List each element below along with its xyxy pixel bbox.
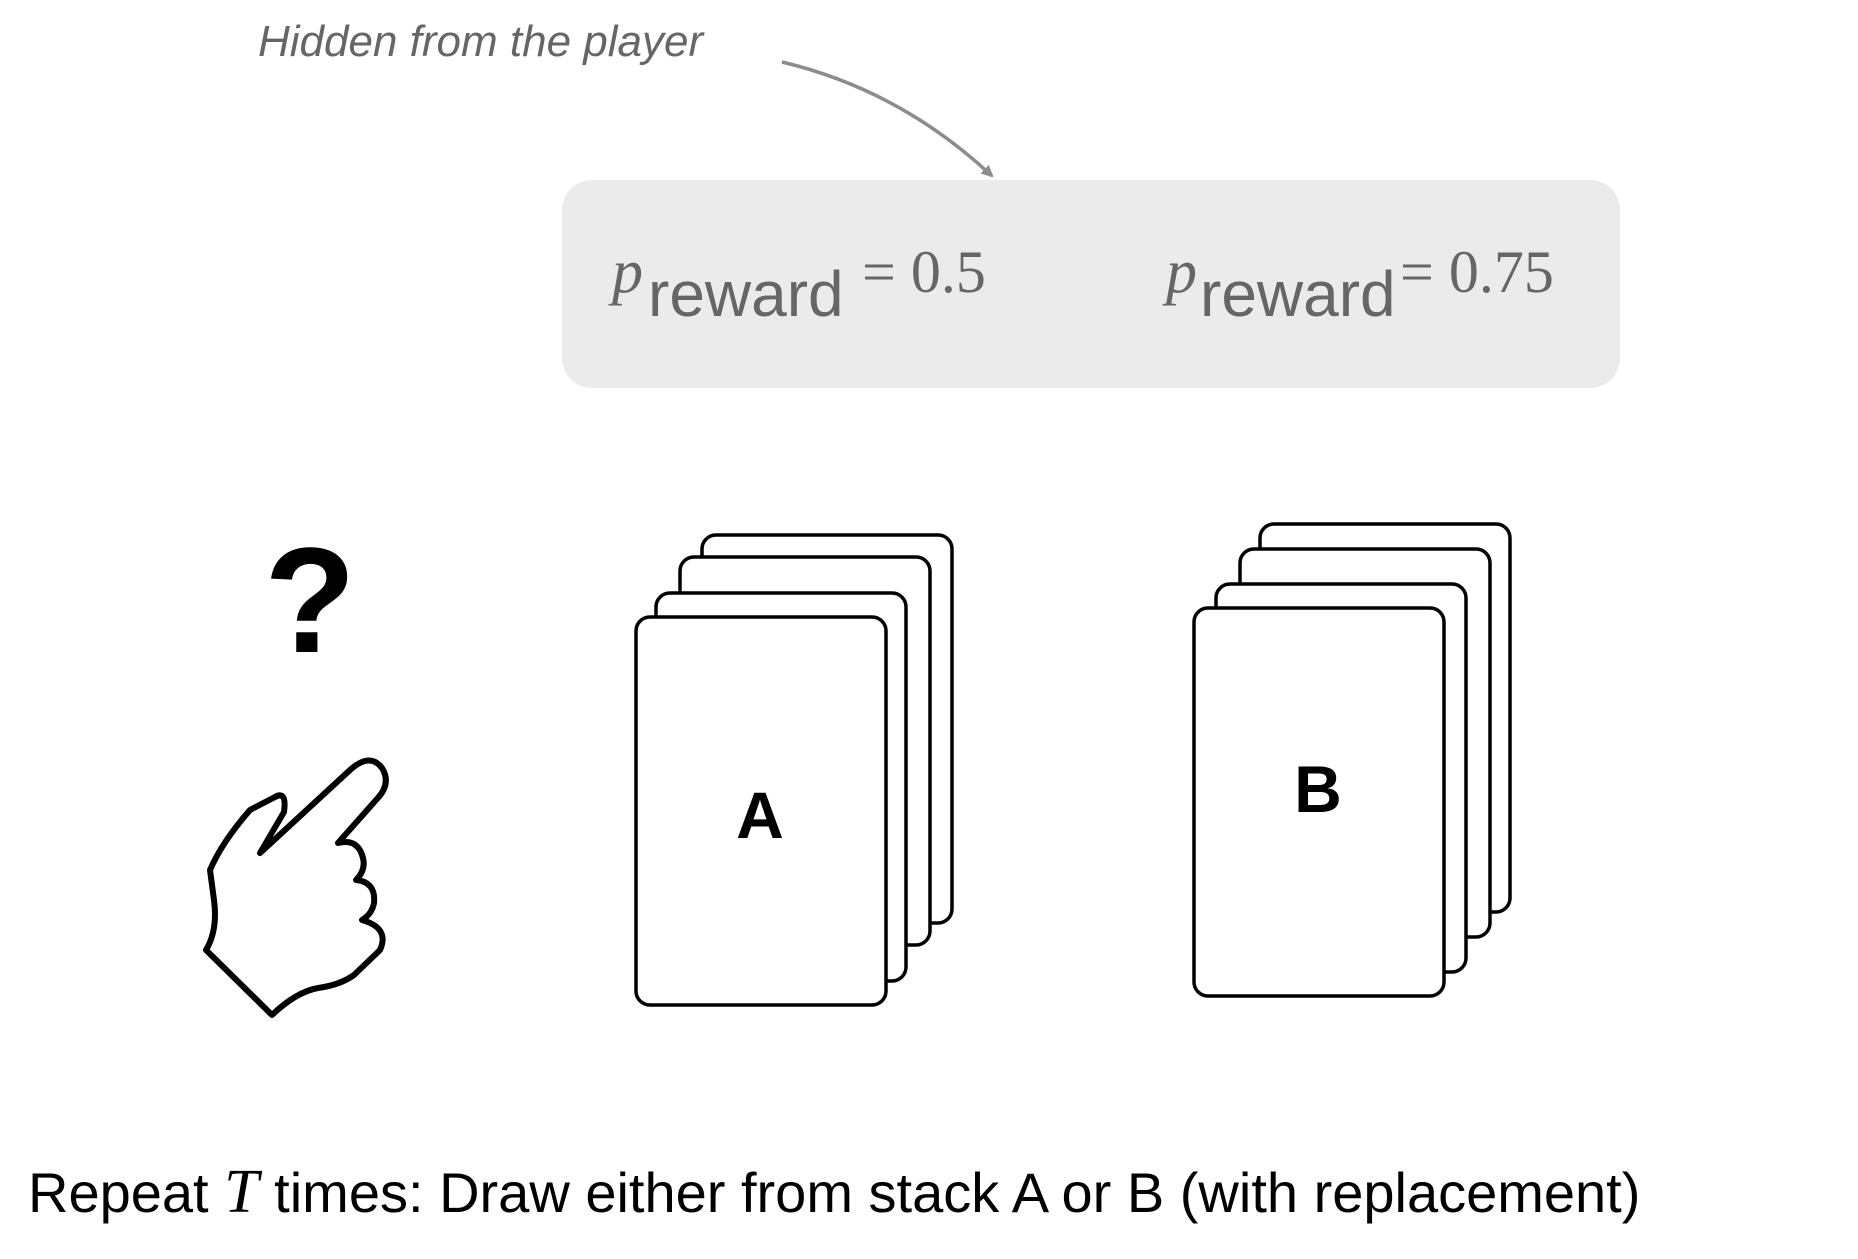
stack-b-card-1 [1192,606,1446,998]
card-stack-a[interactable]: A [634,533,954,1007]
annotation-arrow [781,60,994,178]
caption-suffix: times: Draw either from stack A or B (wi… [259,1161,1641,1224]
stack-b-prob-symbol: p [1162,238,1197,306]
caption-variable: T [224,1158,263,1226]
stack-a-card-1 [634,615,888,1007]
stack-a-prob-symbol: p [608,238,643,306]
question-mark: ? [264,516,356,684]
stack-b-prob-value: = 0.75 [1400,239,1554,305]
hidden-probabilities-panel [562,180,1620,388]
card-stack-b[interactable]: B [1192,522,1512,998]
stack-a-label: A [736,778,784,852]
stack-a-prob-subscript: reward [648,258,844,330]
stack-a-prob-value: = 0.5 [862,239,986,305]
pointing-hand-icon [203,757,389,1018]
stack-a-probability: p reward = 0.5 [608,238,986,330]
caption: Repeat T times: Draw either from stack A… [28,1158,1640,1226]
stack-b-label: B [1294,752,1342,826]
stack-b-probability: p reward = 0.75 [1162,238,1554,330]
stack-b-prob-subscript: reward [1200,258,1396,330]
caption-prefix: Repeat [28,1161,224,1224]
hidden-annotation: Hidden from the player [258,17,705,66]
